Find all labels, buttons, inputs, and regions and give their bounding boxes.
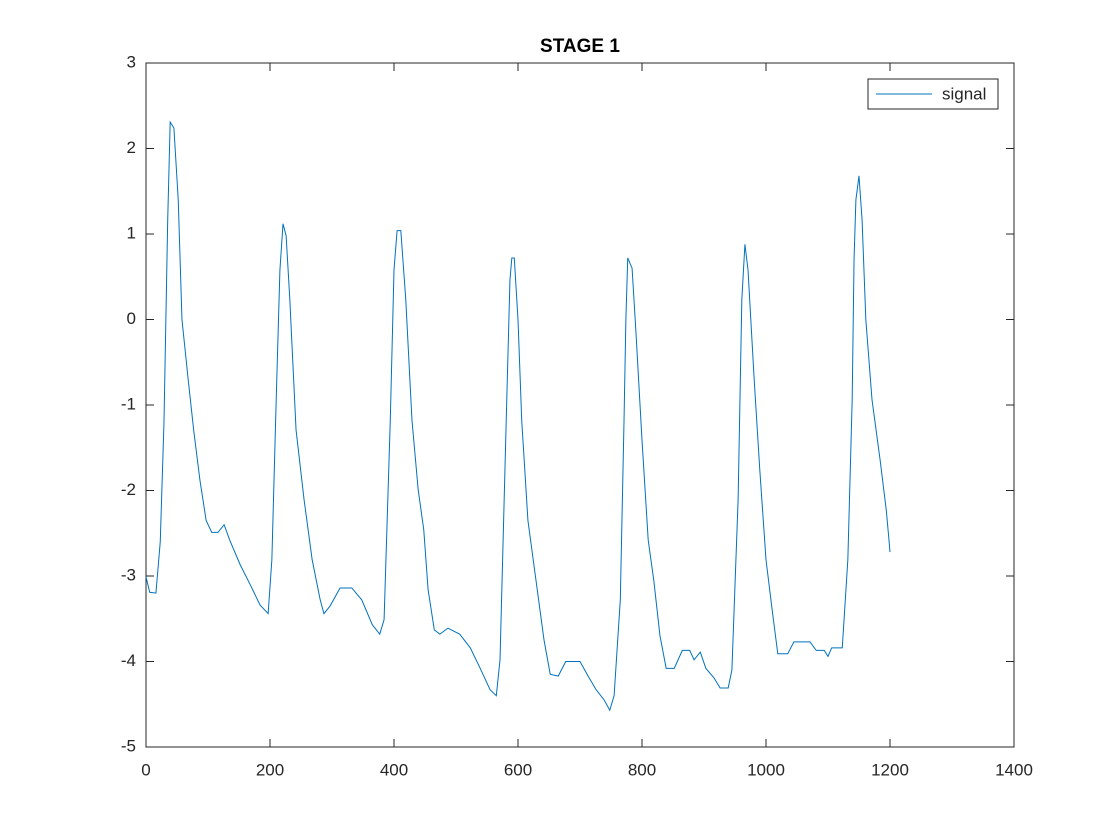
y-tick-label: 3 xyxy=(127,52,136,71)
y-tick-label: 0 xyxy=(127,309,136,328)
legend-label: signal xyxy=(942,84,986,103)
x-tick-label: 1200 xyxy=(871,760,909,779)
x-tick-label: 600 xyxy=(504,760,532,779)
x-tick-label: 800 xyxy=(628,760,656,779)
x-tick-label: 0 xyxy=(141,760,150,779)
x-tick-label: 1400 xyxy=(995,760,1033,779)
y-tick-label: 2 xyxy=(127,138,136,157)
chart-title: STAGE 1 xyxy=(540,36,620,57)
y-tick-label: -2 xyxy=(121,480,136,499)
y-tick-label: -3 xyxy=(121,565,136,584)
plot-area xyxy=(145,62,1015,748)
y-tick-label: -4 xyxy=(121,651,136,670)
x-tick-label: 200 xyxy=(256,760,284,779)
series-line xyxy=(145,120,891,712)
y-tick-label: 1 xyxy=(127,223,136,242)
y-tick-label: -5 xyxy=(121,736,136,755)
y-tick-label: -1 xyxy=(121,394,136,413)
x-tick-label: 400 xyxy=(380,760,408,779)
x-tick-label: 1000 xyxy=(747,760,785,779)
